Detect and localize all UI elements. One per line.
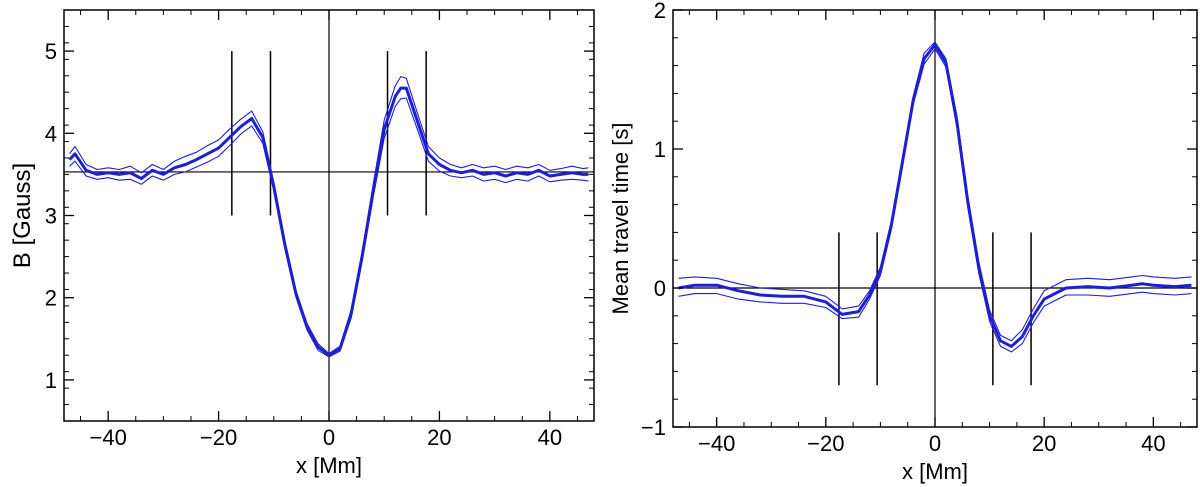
y-tick-label: 2 xyxy=(45,286,57,311)
x-tick-label: −20 xyxy=(807,431,844,456)
y-tick-label: 4 xyxy=(45,121,57,146)
y-tick-label: 3 xyxy=(45,204,57,229)
y-tick-label: 1 xyxy=(654,137,666,162)
x-tick-label: 20 xyxy=(1032,431,1056,456)
series-line-upper xyxy=(678,41,1192,342)
x-tick-label: −40 xyxy=(90,425,127,450)
x-tick-label: 20 xyxy=(427,425,451,450)
y-tick-label: −1 xyxy=(641,415,666,440)
y-axis-title: Mean travel time [s] xyxy=(608,123,633,315)
x-tick-label: 0 xyxy=(929,431,941,456)
panel-travel-time: −40 −20 0 20 40 −1 0 1 2 x [Mm] Mean travel time [… xyxy=(608,0,1198,484)
y-tick-label: 1 xyxy=(45,368,57,393)
series-line-mean xyxy=(68,86,589,357)
series-line-upper xyxy=(69,76,589,355)
y-tick-label: 2 xyxy=(654,0,666,23)
y-tick-label: 0 xyxy=(654,276,666,301)
x-tick-label: −20 xyxy=(200,425,237,450)
series-line-mean xyxy=(678,43,1192,348)
x-tick-label: 40 xyxy=(1141,431,1165,456)
y-axis-title: B [Gauss] xyxy=(9,163,36,268)
x-tick-label: 0 xyxy=(323,425,335,450)
x-tick-label: 40 xyxy=(538,425,562,450)
x-axis-title: x [Mm] xyxy=(296,453,362,478)
x-tick-label: −40 xyxy=(698,431,735,456)
panel-magnetic-field: −40 −20 0 20 40 1 2 3 4 5 x [Mm] B [Gauss] xyxy=(9,9,595,478)
y-tick-label: 5 xyxy=(45,39,57,64)
x-axis-title: x [Mm] xyxy=(902,459,968,484)
series-line-lower xyxy=(69,97,589,358)
series-line-lower xyxy=(678,48,1192,353)
